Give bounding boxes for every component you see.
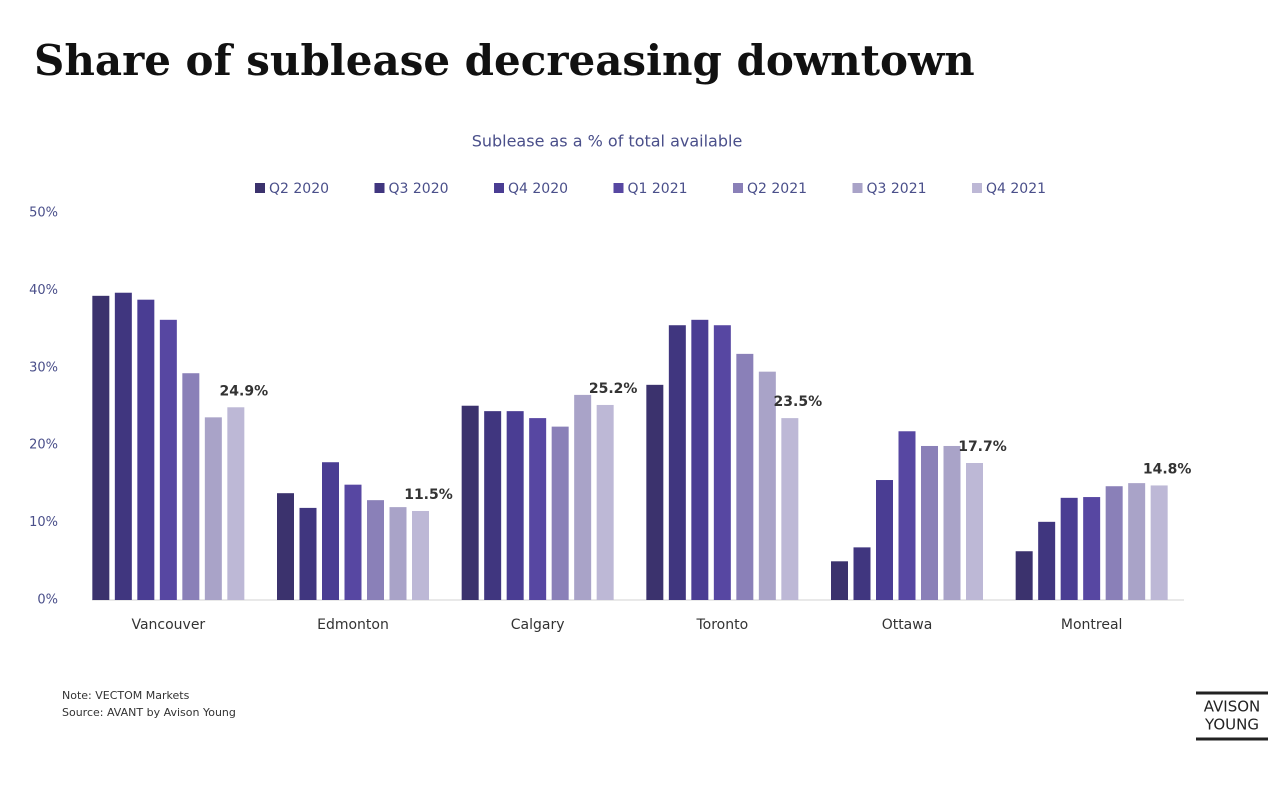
- logo-text: YOUNG: [1204, 716, 1259, 734]
- legend-label: Q2 2021: [747, 181, 807, 197]
- bar: [574, 394, 592, 600]
- bar: [277, 493, 294, 600]
- bar: [1060, 497, 1078, 600]
- legend-swatch: [733, 183, 743, 193]
- bar: [299, 507, 317, 600]
- bar: [529, 418, 547, 600]
- bar: [506, 411, 524, 600]
- data-label: 11.5%: [404, 487, 453, 503]
- bar: [551, 426, 569, 600]
- bar: [1105, 486, 1123, 600]
- bar: [204, 417, 222, 600]
- bar: [1015, 551, 1033, 600]
- legend-label: Q4 2020: [508, 181, 568, 197]
- bar: [322, 462, 339, 600]
- bar: [691, 319, 709, 600]
- legend-label: Q2 2020: [269, 181, 329, 197]
- data-label: 23.5%: [774, 394, 823, 410]
- bar: [484, 411, 502, 600]
- bar: [853, 547, 871, 600]
- legend-label: Q1 2021: [628, 181, 688, 197]
- x-tick-label: Vancouver: [131, 617, 205, 633]
- bar: [412, 510, 429, 600]
- data-label: 17.7%: [958, 439, 1007, 455]
- bar: [389, 507, 407, 600]
- y-tick-label: 30%: [29, 360, 58, 375]
- legend-swatch: [613, 183, 624, 193]
- bar: [344, 484, 362, 600]
- bar: [1038, 521, 1056, 600]
- bar: [1083, 497, 1101, 600]
- y-tick-label: 50%: [29, 206, 58, 221]
- bar: [182, 373, 200, 600]
- bar: [876, 480, 893, 600]
- chart-subtitle: Sublease as a % of total available: [472, 132, 743, 151]
- bar: [1128, 483, 1146, 600]
- source: Source: AVANT by Avison Young: [62, 706, 236, 719]
- logo-text: AVISON: [1204, 698, 1261, 716]
- bar: [461, 405, 479, 600]
- data-label: 24.9%: [220, 383, 269, 399]
- y-tick-label: 20%: [29, 438, 58, 453]
- data-label: 14.8%: [1143, 461, 1192, 477]
- legend-label: Q4 2021: [986, 181, 1046, 197]
- bar: [758, 371, 776, 600]
- bar: [921, 445, 938, 600]
- data-label: 25.2%: [589, 381, 638, 397]
- x-tick-label: Ottawa: [882, 617, 933, 633]
- y-tick-label: 40%: [29, 283, 58, 298]
- bar: [137, 299, 155, 600]
- bar: [1150, 485, 1168, 600]
- bar: [646, 384, 664, 600]
- chart-title: Share of sublease decreasing downtown: [34, 36, 975, 85]
- bar: [227, 407, 245, 600]
- legend-label: Q3 2020: [389, 181, 449, 197]
- bar: [596, 404, 614, 600]
- legend-swatch: [852, 183, 863, 193]
- legend-swatch: [972, 183, 982, 193]
- x-tick-label: Edmonton: [317, 617, 389, 633]
- bar: [668, 325, 686, 600]
- bar: [114, 292, 132, 600]
- bar: [159, 319, 177, 600]
- bar: [736, 353, 754, 600]
- bar: [367, 500, 384, 600]
- bar: [966, 463, 983, 600]
- y-tick-label: 10%: [29, 515, 58, 530]
- bar: [943, 445, 961, 600]
- legend-swatch: [374, 183, 385, 193]
- note: Note: VECTOM Markets: [62, 689, 190, 702]
- bar: [781, 418, 799, 600]
- x-tick-label: Toronto: [695, 617, 748, 633]
- y-tick-label: 0%: [37, 593, 58, 608]
- bar: [898, 431, 916, 600]
- bar: [92, 295, 110, 600]
- legend-label: Q3 2021: [867, 181, 927, 197]
- x-tick-label: Calgary: [511, 617, 565, 633]
- bar: [831, 561, 848, 600]
- legend-swatch: [255, 183, 265, 193]
- x-tick-label: Montreal: [1061, 617, 1123, 633]
- bar: [713, 325, 731, 600]
- legend-swatch: [494, 183, 504, 193]
